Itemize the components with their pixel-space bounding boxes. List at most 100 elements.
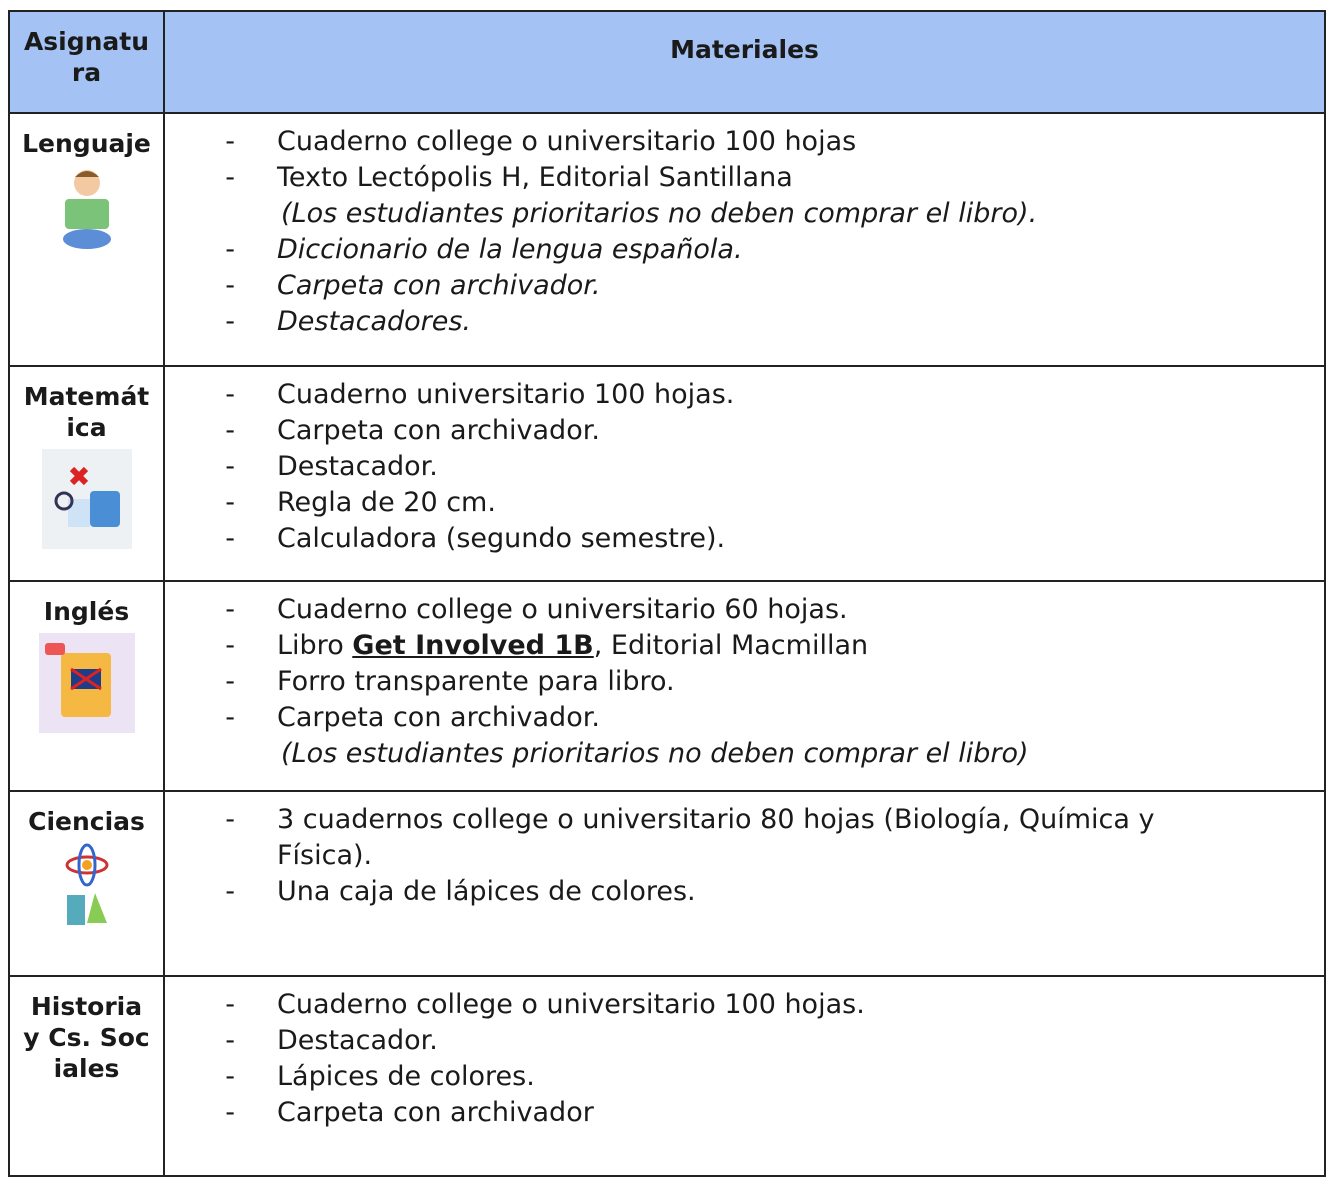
item-text-part: Destacador.: [277, 451, 438, 482]
item-text: Carpeta con archivador.: [277, 700, 600, 736]
subject-icon: [22, 843, 151, 940]
material-item: - Cuaderno college o universitario 60 hoj…: [165, 592, 1324, 628]
bullet: -: [225, 1061, 235, 1092]
material-item: - Carpeta con archivador.: [165, 700, 1324, 736]
subject-cell: Matemática: [10, 367, 165, 580]
note-text: (Los estudiantes prioritarios no deben c…: [281, 738, 1029, 769]
material-item: - Calculadora (segundo semestre).: [165, 521, 1324, 557]
subject-name: Historia y Cs. Sociales: [23, 992, 150, 1083]
item-text-part: Diccionario de la lengua española.: [277, 234, 743, 265]
material-item: - Libro Get Involved 1B, Editorial Macmil…: [165, 628, 1324, 664]
subject-row: Lenguaje - Cuaderno college o universitari…: [10, 114, 1326, 367]
material-item: - 3 cuadernos college o universitario 80 …: [165, 802, 1324, 874]
book-link[interactable]: Get Involved 1B: [352, 630, 594, 661]
subject-row: Matemática - Cuaderno universitario 100 ho…: [10, 367, 1326, 582]
subject-cell: Historia y Cs. Sociales: [10, 977, 165, 1175]
material-item: - Destacadores.: [165, 304, 1324, 340]
bullet: -: [225, 487, 235, 518]
subject-name: Ciencias: [28, 807, 145, 836]
bullet: -: [225, 126, 235, 157]
item-text-part: Regla de 20 cm.: [277, 487, 496, 518]
material-item: - Carpeta con archivador.: [165, 268, 1324, 304]
subject-name: Inglés: [43, 597, 130, 626]
materials-cell: - Cuaderno college o universitario 60 hoj…: [165, 582, 1326, 790]
item-text-part: Una caja de lápices de colores.: [277, 876, 696, 907]
item-text-part: Lápices de colores.: [277, 1061, 535, 1092]
subject-row: Inglés - Cuaderno college o universitario …: [10, 582, 1326, 792]
item-text: 3 cuadernos college o universitario 80 h…: [277, 802, 1214, 874]
materials-table: Asignatura Materiales Lenguaje - Cuaderno …: [8, 10, 1326, 1177]
subject-name: Lenguaje: [22, 129, 151, 158]
bullet: -: [225, 415, 235, 446]
item-text: Texto Lectópolis H, Editorial Santillana: [277, 160, 793, 196]
material-item: - Destacador.: [165, 1023, 1324, 1059]
page: Asignatura Materiales Lenguaje - Cuaderno …: [8, 10, 1326, 1177]
item-text: Carpeta con archivador.: [277, 413, 600, 449]
item-text: Una caja de lápices de colores.: [277, 874, 696, 910]
item-text-part: Texto Lectópolis H, Editorial Santillana: [277, 162, 793, 193]
item-text: Lápices de colores.: [277, 1059, 535, 1095]
materials-cell: - Cuaderno college o universitario 100 ho…: [165, 977, 1326, 1175]
item-text: Libro Get Involved 1B, Editorial Macmill…: [277, 628, 868, 664]
item-text-part: Carpeta con archivador: [277, 1097, 594, 1128]
bullet: -: [225, 804, 235, 835]
bullet: -: [225, 666, 235, 697]
item-text-part: Libro: [277, 630, 353, 661]
bullet: -: [225, 594, 235, 625]
bullet: -: [225, 989, 235, 1020]
subject-icon: [22, 449, 151, 556]
item-text-part: Cuaderno college o universitario 60 hoja…: [277, 594, 848, 625]
material-item: - Destacador.: [165, 449, 1324, 485]
material-item: - Regla de 20 cm.: [165, 485, 1324, 521]
item-text: Diccionario de la lengua española.: [277, 232, 743, 268]
item-text-part: , Editorial Macmillan: [593, 630, 869, 661]
item-text: Destacadores.: [277, 304, 471, 340]
subject-row: Ciencias - 3 cuadernos college o universit…: [10, 792, 1326, 977]
bullet: -: [225, 1097, 235, 1128]
bullet: -: [225, 379, 235, 410]
item-text-part: Carpeta con archivador.: [277, 702, 600, 733]
item-text: Destacador.: [277, 449, 438, 485]
material-item: - Una caja de lápices de colores.: [165, 874, 1324, 910]
item-text-part: Calculadora (segundo semestre).: [277, 523, 726, 554]
subject-row: Historia y Cs. Sociales - Cuaderno college…: [10, 977, 1326, 1177]
bullet: -: [225, 306, 235, 337]
item-text-part: Carpeta con archivador.: [277, 270, 601, 301]
item-text: Regla de 20 cm.: [277, 485, 496, 521]
subject-icon: [22, 165, 151, 262]
bullet: -: [225, 702, 235, 733]
material-item: - Carpeta con archivador.: [165, 413, 1324, 449]
item-text-part: Cuaderno college o universitario 100 hoj…: [277, 126, 857, 157]
bullet: -: [225, 523, 235, 554]
header-cell: Asignatura: [10, 12, 165, 112]
item-text: Forro transparente para libro.: [277, 664, 675, 700]
item-text-part: Cuaderno college o universitario 100 hoj…: [277, 989, 865, 1020]
item-text-part: Forro transparente para libro.: [277, 666, 675, 697]
materials-cell: - 3 cuadernos college o universitario 80 …: [165, 792, 1326, 975]
subject-name: Matemática: [23, 382, 150, 442]
bullet: -: [225, 451, 235, 482]
item-text-part: Cuaderno universitario 100 hojas.: [277, 379, 735, 410]
note-text: (Los estudiantes prioritarios no deben c…: [281, 198, 1038, 229]
materials-cell: - Cuaderno universitario 100 hojas. - Carpe…: [165, 367, 1326, 580]
material-item: - Lápices de colores.: [165, 1059, 1324, 1095]
bullet: -: [225, 630, 235, 661]
bullet: -: [225, 876, 235, 907]
item-text-part: 3 cuadernos college o universitario 80 h…: [277, 804, 1155, 871]
materials-cell: - Cuaderno college o universitario 100 ho…: [165, 114, 1326, 365]
item-text: Cuaderno universitario 100 hojas.: [277, 377, 734, 413]
item-text-part: Destacador.: [277, 1025, 438, 1056]
item-text: Destacador.: [277, 1023, 438, 1059]
item-text: Carpeta con archivador: [277, 1095, 594, 1131]
bullet: -: [225, 162, 235, 193]
item-text-part: Destacadores.: [277, 306, 472, 337]
header-cell: Materiales: [165, 12, 1326, 112]
header-row: Asignatura Materiales: [10, 12, 1326, 114]
item-text: Cuaderno college o universitario 60 hoja…: [277, 592, 848, 628]
item-text: Calculadora (segundo semestre).: [277, 521, 725, 557]
item-text: Cuaderno college o universitario 100 hoj…: [277, 124, 856, 160]
item-text-part: Carpeta con archivador.: [277, 415, 600, 446]
subject-cell: Ciencias: [10, 792, 165, 975]
material-item: - Cuaderno universitario 100 hojas.: [165, 377, 1324, 413]
material-item: - Cuaderno college o universitario 100 ho…: [165, 987, 1324, 1023]
